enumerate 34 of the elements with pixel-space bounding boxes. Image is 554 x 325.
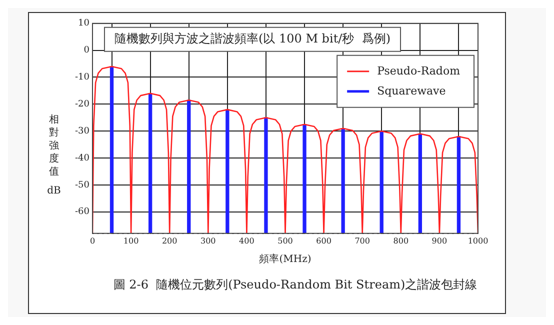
y-tick-label: 10 [78, 18, 90, 29]
bar [264, 117, 268, 234]
y-tick-label: -30 [74, 126, 90, 136]
x-tick-label: 200 [162, 236, 178, 246]
bar [148, 93, 152, 234]
bar [456, 136, 461, 234]
x-tick-label: 800 [393, 236, 409, 246]
x-tick-label: 1000 [468, 236, 488, 246]
x-tick-label: 500 [278, 236, 293, 246]
bar [226, 109, 230, 234]
y-axis-title: 相對強度值 dB [47, 114, 61, 197]
text: 隨機數列與方波之諧波頻率(以 100 M bit/秒 爲例) [114, 32, 391, 46]
x-tick-label: 300 [200, 236, 216, 246]
legend-label: Squarewave [377, 84, 446, 98]
x-tick-label: 400 [239, 236, 254, 246]
y-tick-label: -40 [74, 153, 90, 164]
y-tick-label: -10 [74, 72, 90, 83]
bar [110, 66, 114, 234]
x-axis-title: 頻率(MHz) [259, 252, 312, 265]
x-tick-label: 600 [316, 236, 332, 246]
x-tick-label: 100 [123, 236, 139, 246]
bar [418, 133, 422, 234]
bar [302, 124, 306, 234]
y-tick-label: -50 [74, 180, 90, 190]
bar [341, 128, 345, 234]
legend-label: Pseudo-Radom [377, 64, 461, 78]
y-tick-label: -20 [74, 100, 90, 110]
y-tick-label: 0 [84, 46, 90, 56]
bar [380, 130, 384, 234]
bar [187, 100, 191, 234]
x-tick-label: 900 [432, 236, 448, 246]
caption: 圖 2-6 隨機位元數列(Pseudo-Random Bit Stream)之諧波包封線 [113, 278, 478, 292]
x-tick-label: 700 [354, 236, 370, 246]
y-tick-label: -60 [74, 207, 90, 218]
